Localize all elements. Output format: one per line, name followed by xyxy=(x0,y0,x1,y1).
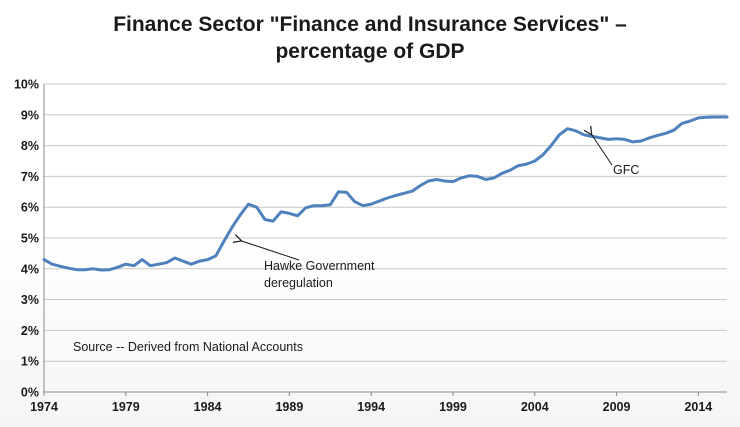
y-tick-label: 7% xyxy=(21,170,39,184)
y-tick-label: 8% xyxy=(21,139,39,153)
x-tick-label: 2004 xyxy=(521,400,549,414)
source-note: Source -- Derived from National Accounts xyxy=(73,340,303,354)
x-tick-label: 1984 xyxy=(194,400,222,414)
x-tick-label: 1994 xyxy=(357,400,385,414)
x-tick-label: 1999 xyxy=(439,400,467,414)
y-tick-label: 1% xyxy=(21,355,39,369)
chart-title-line: percentage of GDP xyxy=(275,40,464,63)
y-tick-label: 3% xyxy=(21,293,39,307)
annotation-arrow xyxy=(242,241,300,261)
x-tick-label: 2009 xyxy=(603,400,631,414)
y-tick-label: 4% xyxy=(21,262,39,276)
x-tick-label: 1979 xyxy=(112,400,140,414)
data-series-line xyxy=(42,115,729,272)
annotation-label: deregulation xyxy=(264,276,333,290)
annotation-arrow xyxy=(592,135,613,166)
y-tick-label: 10% xyxy=(14,78,39,92)
y-tick-label: 5% xyxy=(21,232,39,246)
annotation-label: Hawke Government xyxy=(264,259,375,273)
annotation-label: GFC xyxy=(613,163,639,177)
y-tick-label: 0% xyxy=(21,386,39,400)
y-tick-label: 9% xyxy=(21,108,39,122)
x-tick-label: 2014 xyxy=(684,400,712,414)
x-tick-label: 1989 xyxy=(275,400,303,414)
chart-title-line: Finance Sector "Finance and Insurance Se… xyxy=(113,13,627,36)
x-tick-label: 1974 xyxy=(30,400,58,414)
y-tick-label: 6% xyxy=(21,201,39,215)
y-tick-label: 2% xyxy=(21,324,39,338)
